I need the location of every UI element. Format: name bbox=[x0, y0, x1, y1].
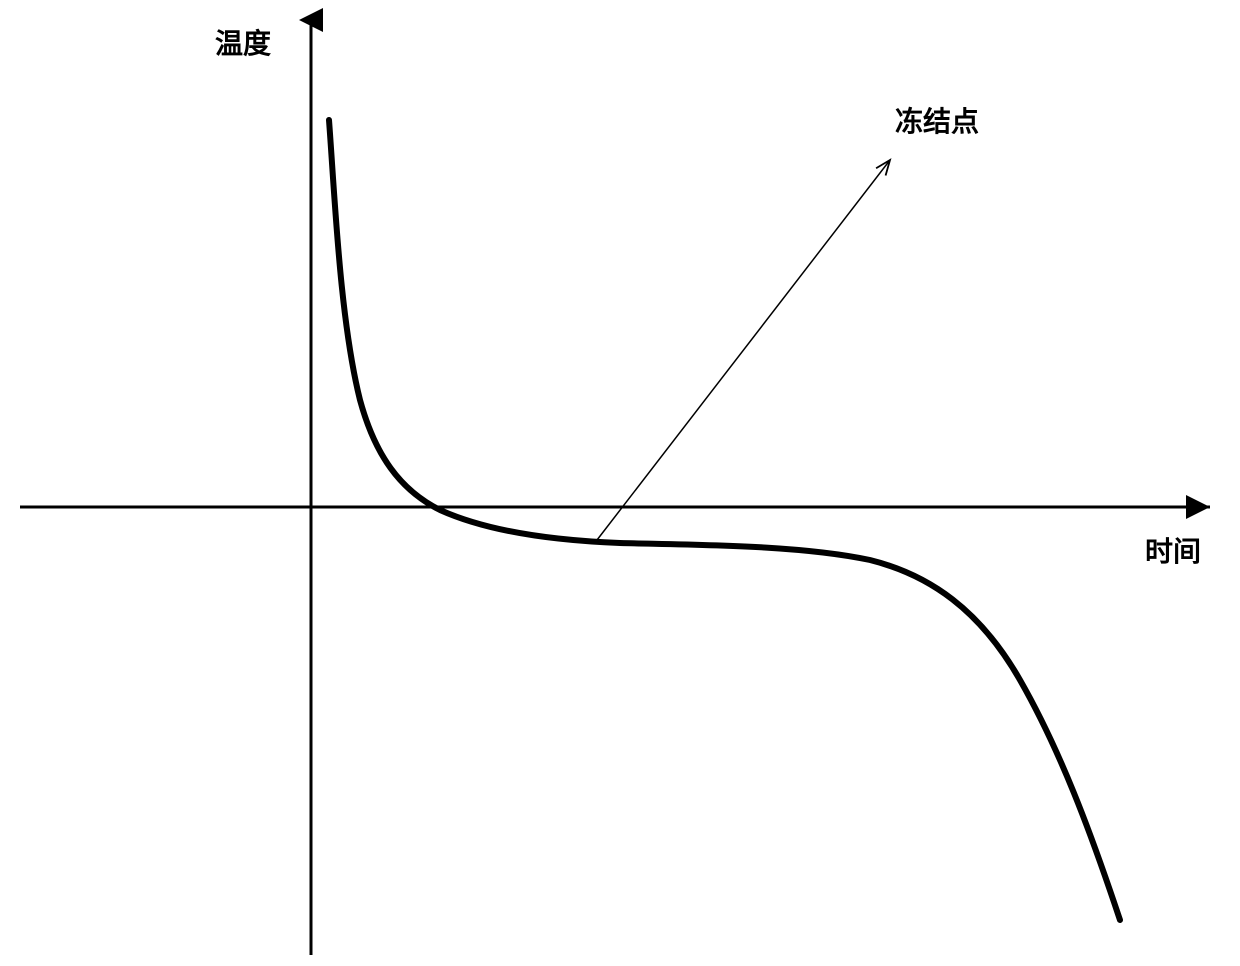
x-axis-label: 时间 bbox=[1145, 530, 1201, 570]
y-axis-label: 温度 bbox=[215, 22, 271, 62]
freezing-curve-chart: 温度 时间 冻结点 bbox=[0, 0, 1240, 961]
freezing-point-label: 冻结点 bbox=[895, 100, 979, 140]
chart-svg bbox=[0, 0, 1240, 961]
freezing-point-annotation-line bbox=[597, 160, 890, 540]
temperature-curve bbox=[329, 120, 1120, 920]
